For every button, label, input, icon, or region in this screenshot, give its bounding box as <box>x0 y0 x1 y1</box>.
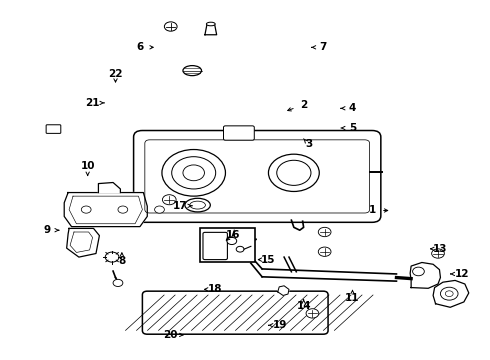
Text: 7: 7 <box>319 42 327 52</box>
Text: 16: 16 <box>225 230 240 239</box>
Circle shape <box>113 279 123 287</box>
FancyBboxPatch shape <box>46 125 61 134</box>
Circle shape <box>162 195 176 205</box>
Circle shape <box>432 249 444 258</box>
Text: 21: 21 <box>85 98 100 108</box>
Ellipse shape <box>185 198 210 212</box>
Circle shape <box>81 206 91 213</box>
Text: 10: 10 <box>80 161 95 171</box>
Polygon shape <box>98 183 121 193</box>
Circle shape <box>318 227 331 237</box>
Text: 9: 9 <box>44 225 50 235</box>
Circle shape <box>306 309 319 318</box>
Circle shape <box>105 252 119 262</box>
Circle shape <box>318 247 331 256</box>
Ellipse shape <box>206 22 215 26</box>
Circle shape <box>164 22 177 31</box>
Polygon shape <box>205 25 217 35</box>
Circle shape <box>162 149 225 196</box>
Text: 12: 12 <box>455 269 470 279</box>
Text: 11: 11 <box>345 293 360 303</box>
Text: 8: 8 <box>118 256 125 266</box>
Text: 13: 13 <box>433 244 448 254</box>
Text: 5: 5 <box>349 123 356 133</box>
Circle shape <box>277 160 311 185</box>
Polygon shape <box>433 280 469 307</box>
Polygon shape <box>410 262 441 288</box>
Text: 22: 22 <box>108 69 123 79</box>
Bar <box>200 228 255 262</box>
Polygon shape <box>278 286 289 296</box>
Text: 14: 14 <box>296 301 311 311</box>
Text: 18: 18 <box>207 284 222 294</box>
FancyBboxPatch shape <box>223 126 254 140</box>
FancyBboxPatch shape <box>203 232 227 260</box>
Text: 6: 6 <box>136 42 144 52</box>
Text: 15: 15 <box>261 255 276 265</box>
FancyBboxPatch shape <box>134 131 381 222</box>
Circle shape <box>172 157 216 189</box>
Polygon shape <box>64 193 147 226</box>
Text: 3: 3 <box>305 139 312 149</box>
Circle shape <box>183 165 204 181</box>
Text: 17: 17 <box>173 201 188 211</box>
Ellipse shape <box>190 201 205 209</box>
Text: 19: 19 <box>273 320 287 330</box>
Circle shape <box>413 267 424 276</box>
FancyBboxPatch shape <box>143 291 328 334</box>
Circle shape <box>118 206 128 213</box>
Text: 4: 4 <box>349 103 356 113</box>
Circle shape <box>445 291 453 297</box>
Circle shape <box>227 237 237 244</box>
Circle shape <box>155 206 164 213</box>
Text: 2: 2 <box>300 100 307 110</box>
Ellipse shape <box>183 66 201 76</box>
Circle shape <box>269 154 319 192</box>
Polygon shape <box>67 228 99 257</box>
Circle shape <box>441 287 458 300</box>
Text: 20: 20 <box>164 330 178 340</box>
Text: 1: 1 <box>368 206 376 216</box>
Circle shape <box>236 246 244 252</box>
